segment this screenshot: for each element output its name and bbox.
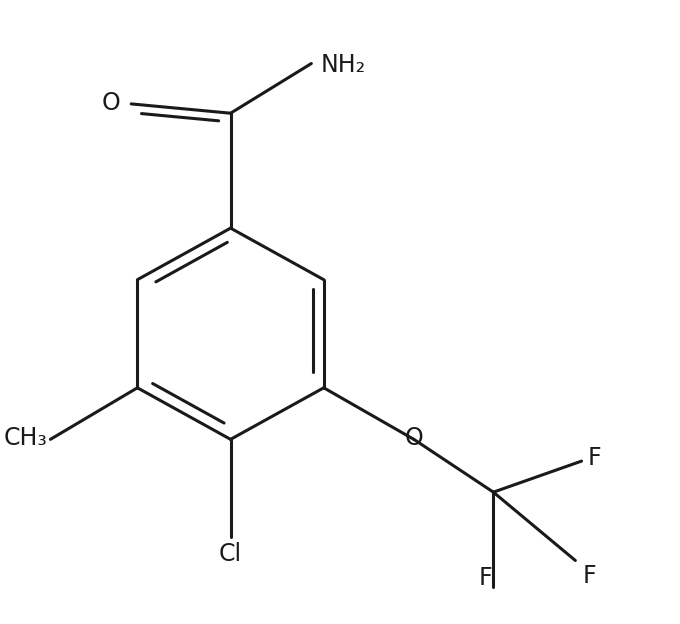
Text: Cl: Cl — [219, 542, 242, 566]
Text: O: O — [405, 426, 424, 450]
Text: O: O — [101, 90, 120, 115]
Text: CH₃: CH₃ — [3, 426, 48, 450]
Text: F: F — [479, 566, 493, 590]
Text: F: F — [583, 563, 596, 588]
Text: NH₂: NH₂ — [321, 53, 366, 77]
Text: F: F — [588, 446, 601, 470]
